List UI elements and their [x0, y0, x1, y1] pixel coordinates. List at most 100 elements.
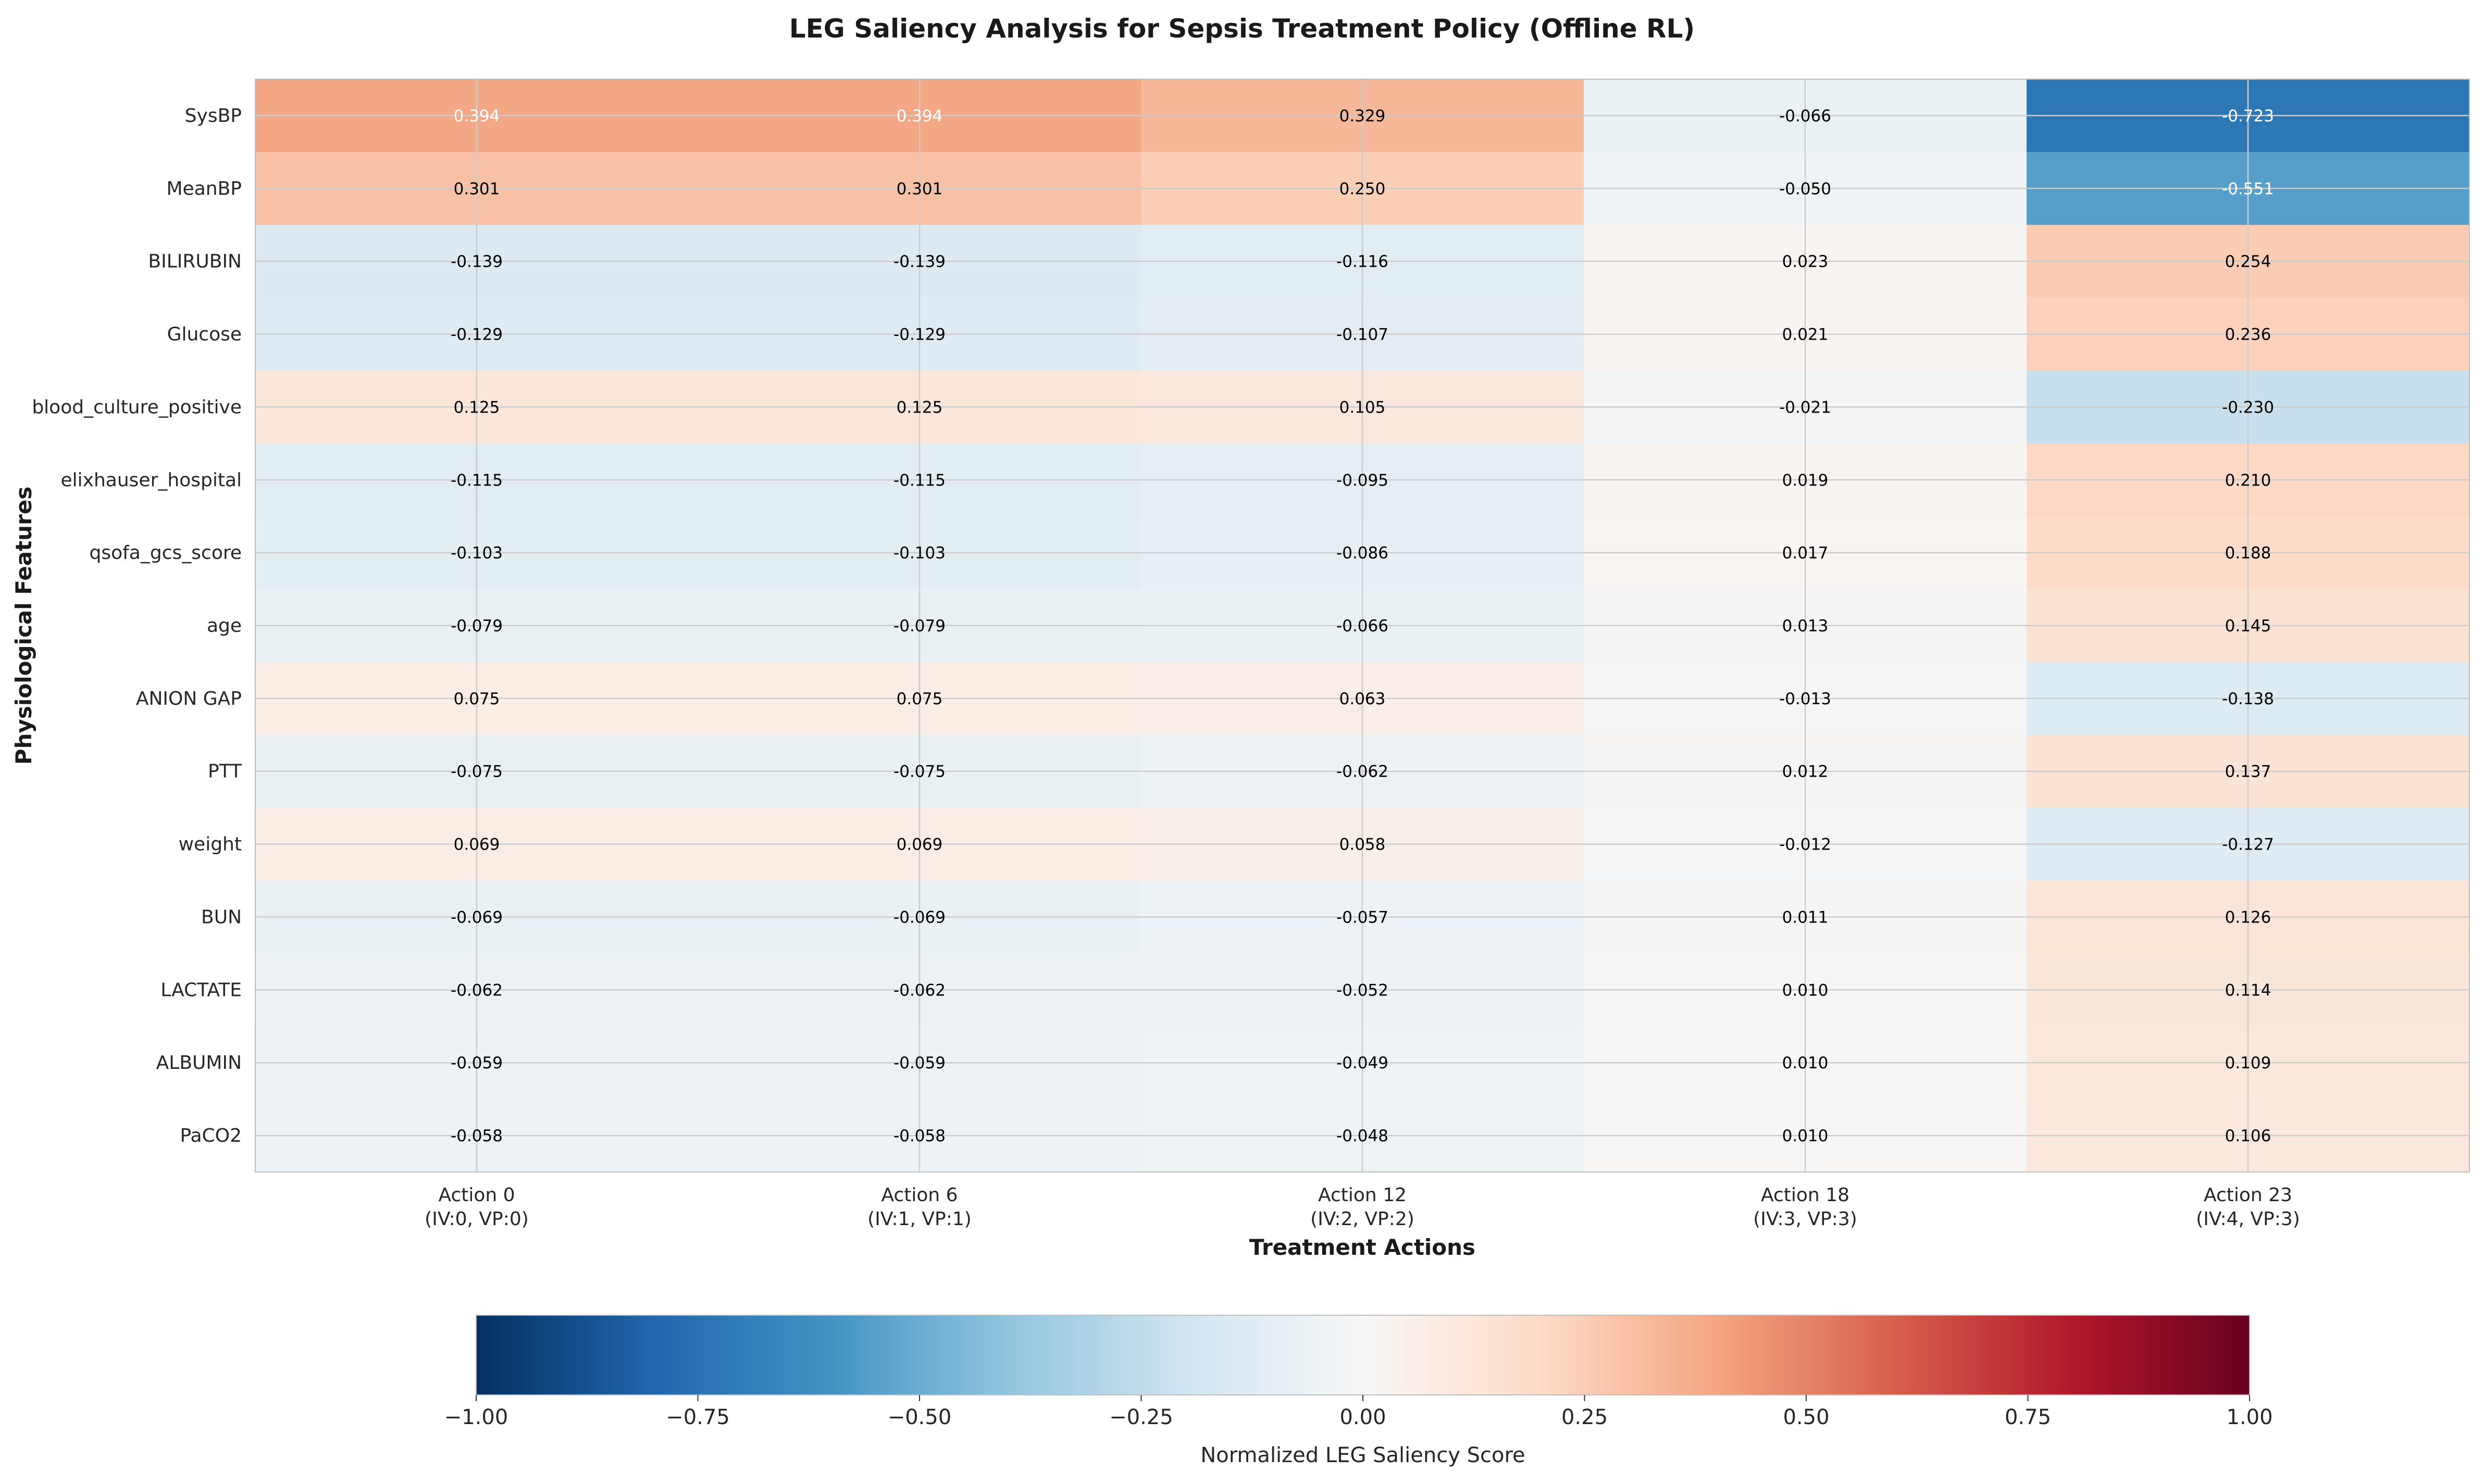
heatmap-grid	[255, 79, 2469, 1172]
cell-value-label: -0.048	[1336, 1127, 1388, 1145]
cell-value-label: -0.079	[451, 617, 503, 635]
cell-value-label: 0.188	[2225, 544, 2271, 563]
y-tick-label: PTT	[208, 761, 242, 782]
colorbar-ticks: −1.00 −0.75 −0.50 −0.25 0.00 0.25 0.50 0.75 1.00	[444, 1395, 2273, 1429]
colorbar-tick-label: 0.00	[1339, 1405, 1386, 1429]
cell-value-label: 0.394	[897, 107, 943, 126]
cell-value-label: 0.069	[897, 835, 943, 854]
cell-value-label: 0.011	[1782, 908, 1829, 927]
y-tick-label: weight	[179, 834, 242, 855]
chart-title: LEG Saliency Analysis for Sepsis Treatme…	[789, 14, 1695, 44]
y-tick-label: blood_culture_positive	[32, 396, 242, 418]
x-tick-sublabel: (IV:1, VP:1)	[867, 1208, 972, 1230]
y-tick-label: ALBUMIN	[156, 1052, 242, 1074]
x-tick-sublabel: (IV:2, VP:2)	[1310, 1208, 1414, 1230]
cell-value-label: 0.106	[2225, 1127, 2271, 1145]
cell-value-label: 0.145	[2225, 617, 2271, 635]
cell-value-label: -0.066	[1336, 617, 1388, 635]
y-tick-label: BILIRUBIN	[148, 251, 242, 272]
cell-value-label: -0.107	[1336, 326, 1388, 344]
cell-value-label: -0.129	[451, 326, 503, 344]
cell-value-label: 0.010	[1782, 981, 1829, 1000]
x-tick-labels: Action 0(IV:0, VP:0) Action 6(IV:1, VP:1)…	[425, 1184, 2300, 1230]
y-tick-label: LACTATE	[160, 979, 242, 1001]
cell-value-label: 0.075	[897, 690, 943, 708]
colorbar-tick-label: −0.50	[888, 1405, 952, 1429]
cell-value-label: 0.058	[1339, 835, 1386, 854]
cell-value-label: 0.069	[454, 835, 500, 854]
cell-value-label: 0.394	[454, 107, 500, 126]
cell-value-label: 0.021	[1782, 326, 1829, 344]
cell-value-label: -0.012	[1779, 835, 1831, 854]
cell-value-label: -0.062	[1336, 763, 1388, 781]
cell-value-label: -0.052	[1336, 981, 1388, 1000]
cell-value-label: -0.103	[893, 544, 946, 563]
cell-value-label: -0.013	[1779, 690, 1831, 708]
y-tick-label: elixhauser_hospital	[61, 469, 242, 491]
y-axis-title: Physiological Features	[11, 487, 36, 765]
cell-value-label: -0.139	[451, 253, 503, 271]
colorbar-label: Normalized LEG Saliency Score	[1200, 1443, 1525, 1467]
cell-value-label: -0.058	[451, 1127, 503, 1145]
cell-value-label: 0.137	[2225, 763, 2271, 781]
cell-value-label: 0.301	[897, 180, 943, 198]
x-tick-sublabel: (IV:0, VP:0)	[425, 1208, 529, 1230]
y-tick-labels: SysBP MeanBP BILIRUBIN Glucose blood_culture…	[32, 105, 242, 1146]
cell-value-label: 0.012	[1782, 763, 1829, 781]
cell-value-label: 0.063	[1339, 690, 1386, 708]
cell-value-label: -0.116	[1336, 253, 1388, 271]
cell-value-label: 0.109	[2225, 1054, 2271, 1073]
cell-value-label: -0.138	[2222, 690, 2274, 708]
x-tick-label: Action 6	[881, 1184, 958, 1206]
cell-value-label: -0.723	[2222, 107, 2274, 126]
cell-value-label: 0.105	[1339, 398, 1386, 417]
cell-value-label: -0.127	[2222, 835, 2274, 854]
colorbar-tick-label: −0.25	[1109, 1405, 1173, 1429]
x-tick-label: Action 23	[2204, 1184, 2292, 1206]
x-axis-title: Treatment Actions	[1249, 1234, 1475, 1260]
y-tick-label: PaCO2	[180, 1125, 242, 1146]
cell-value-label: -0.066	[1779, 107, 1831, 126]
cell-value-label: -0.075	[893, 763, 946, 781]
colorbar	[476, 1315, 2250, 1395]
cell-value-label: -0.075	[451, 763, 503, 781]
cell-value-label: 0.075	[454, 690, 500, 708]
cell-value-label: -0.230	[2222, 398, 2274, 417]
cell-value-label: -0.069	[451, 908, 503, 927]
cell-value-label: -0.021	[1779, 398, 1831, 417]
cell-value-label: -0.129	[893, 326, 946, 344]
cell-value-label: 0.126	[2225, 908, 2271, 927]
cell-value-label: -0.059	[451, 1054, 503, 1073]
cell-value-label: 0.019	[1782, 471, 1829, 490]
cell-value-label: 0.210	[2225, 471, 2271, 490]
y-tick-label: Glucose	[167, 324, 242, 345]
cell-value-label: 0.125	[454, 398, 500, 417]
x-tick-label: Action 0	[438, 1184, 515, 1206]
cell-value-label: -0.139	[893, 253, 946, 271]
cell-value-label: -0.095	[1336, 471, 1388, 490]
cell-value-label: 0.010	[1782, 1054, 1829, 1073]
cell-value-label: 0.125	[897, 398, 943, 417]
cell-value-label: 0.017	[1782, 544, 1829, 563]
x-tick-sublabel: (IV:4, VP:3)	[2196, 1208, 2300, 1230]
cell-value-label: 0.254	[2225, 253, 2271, 271]
cell-value-label: 0.013	[1782, 617, 1829, 635]
cell-value-label: 0.114	[2225, 981, 2271, 1000]
y-tick-label: qsofa_gcs_score	[90, 542, 242, 564]
cell-value-label: -0.115	[451, 471, 503, 490]
plot-frame	[255, 79, 2470, 1173]
cell-value-label: 0.010	[1782, 1127, 1829, 1145]
cell-value-label: -0.050	[1779, 180, 1831, 198]
cell-value-label: 0.329	[1339, 107, 1386, 126]
colorbar-tick-label: 0.25	[1561, 1405, 1608, 1429]
cell-value-label: 0.250	[1339, 180, 1386, 198]
x-tick-label: Action 18	[1761, 1184, 1849, 1206]
cell-value-labels: 0.394 0.394 0.329 -0.066 -0.723 0.301 0.301 0.2…	[451, 107, 2274, 1145]
colorbar-tick-label: −1.00	[444, 1405, 508, 1429]
cell-value-label: 0.023	[1782, 253, 1829, 271]
x-tick-label: Action 12	[1318, 1184, 1407, 1206]
cell-value-label: -0.049	[1336, 1054, 1388, 1073]
colorbar-tick-label: 0.75	[2005, 1405, 2051, 1429]
x-tick-sublabel: (IV:3, VP:3)	[1753, 1208, 1857, 1230]
y-tick-label: SysBP	[185, 105, 242, 127]
